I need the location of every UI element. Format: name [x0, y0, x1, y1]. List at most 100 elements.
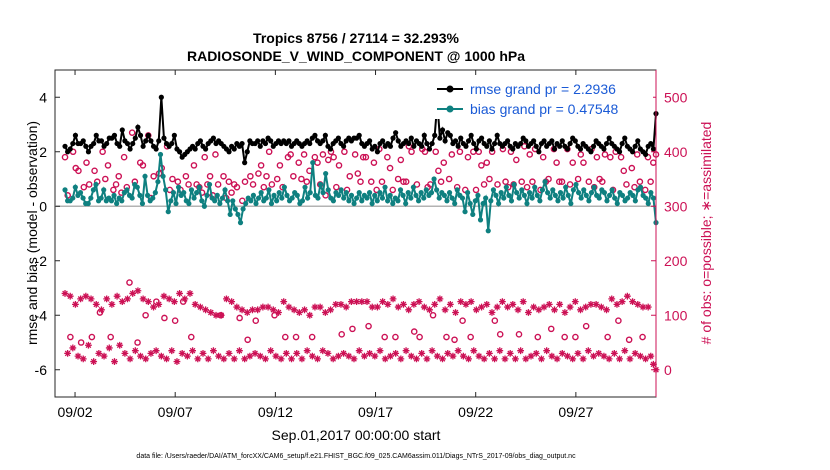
rmse-point	[419, 143, 425, 149]
assimilated-obs-point	[642, 355, 649, 363]
assimilated-obs-point	[410, 300, 418, 308]
rmse-point	[135, 124, 141, 130]
bias-point	[573, 181, 579, 188]
assimilated-obs-point	[256, 352, 264, 360]
possible-obs-point	[290, 172, 297, 180]
bias-point	[152, 190, 158, 196]
possible-obs-point	[534, 333, 542, 341]
possible-obs-point	[440, 159, 448, 166]
possible-obs-point	[394, 175, 402, 183]
bias-point	[488, 198, 494, 204]
assimilated-obs-point	[405, 306, 413, 314]
possible-obs-point	[467, 333, 474, 341]
possible-obs-point	[351, 151, 359, 158]
bias-point	[173, 200, 179, 207]
rmse-point	[390, 135, 396, 141]
assimilated-obs-point	[446, 300, 454, 308]
possible-obs-point	[99, 148, 106, 156]
bias-point	[444, 198, 450, 204]
bias-point	[609, 187, 615, 193]
possible-obs-point	[174, 178, 182, 186]
assimilated-obs-point	[285, 303, 293, 311]
assimilated-obs-point	[251, 350, 259, 357]
assimilated-obs-point	[420, 303, 428, 311]
bias-point	[366, 190, 373, 196]
bias-point	[227, 211, 233, 218]
bias-point	[570, 187, 577, 193]
assimilated-obs-point	[186, 290, 194, 297]
possible-obs-point	[319, 151, 327, 158]
assimilated-obs-point	[288, 355, 295, 363]
bias-point	[356, 190, 362, 196]
assimilated-obs-point	[592, 300, 600, 308]
possible-obs-point	[478, 162, 485, 169]
bias-point	[114, 200, 120, 207]
bias-point	[516, 195, 522, 201]
bias-point	[395, 198, 401, 204]
assimilated-obs-point	[379, 298, 387, 306]
rmse-point	[98, 138, 105, 144]
assimilated-obs-point	[436, 295, 444, 303]
bias-point	[168, 198, 174, 204]
bias-point	[575, 190, 582, 196]
possible-obs-point	[601, 151, 609, 158]
rmse-point	[70, 140, 76, 147]
bias-point	[374, 198, 380, 204]
assimilated-obs-point	[350, 355, 358, 363]
left-tick-label: 4	[39, 89, 47, 105]
rmse-point	[335, 135, 341, 141]
bias-point	[255, 195, 262, 201]
rmse-point	[642, 151, 649, 158]
bias-point	[462, 209, 468, 215]
possible-obs-point	[641, 186, 649, 194]
assimilated-obs-point	[181, 295, 189, 303]
right-tick-label: 500	[664, 89, 688, 105]
rmse-point	[439, 127, 446, 133]
possible-obs-point	[150, 172, 157, 180]
possible-obs-point	[120, 153, 128, 161]
possible-obs-point	[615, 317, 622, 325]
bias-point	[452, 200, 458, 207]
rmse-point	[210, 135, 217, 141]
bias-point	[534, 192, 540, 198]
assimilated-obs-point	[280, 298, 288, 306]
bias-point	[408, 195, 414, 201]
rmse-point	[226, 149, 232, 155]
assimilated-obs-point	[444, 350, 452, 357]
assimilated-obs-point	[394, 303, 402, 311]
assimilated-obs-point	[415, 298, 423, 306]
rmse-point	[622, 135, 628, 141]
rmse-point	[465, 138, 472, 144]
assimilated-obs-point	[340, 350, 347, 357]
bias-point	[199, 198, 205, 204]
bias-point	[222, 187, 228, 193]
possible-obs-point	[128, 129, 136, 136]
bias-point	[521, 192, 527, 198]
rmse-point	[127, 146, 133, 152]
bias-point	[485, 228, 491, 234]
possible-obs-point	[263, 172, 270, 180]
possible-obs-point	[593, 153, 601, 161]
rmse-point	[176, 149, 183, 155]
possible-obs-point	[582, 322, 590, 330]
possible-obs-point	[367, 178, 375, 186]
possible-obs-point	[241, 178, 249, 186]
possible-obs-point	[585, 178, 593, 186]
bias-point	[279, 195, 285, 201]
bias-point	[532, 184, 538, 190]
assimilated-obs-point	[121, 350, 129, 357]
right-tick-label: 400	[664, 144, 688, 160]
assimilated-obs-point	[582, 303, 590, 311]
rmse-point	[590, 143, 597, 149]
possible-obs-point	[354, 170, 362, 177]
assimilated-obs-point	[259, 303, 267, 311]
bias-point	[524, 200, 530, 207]
assimilated-obs-point	[150, 303, 157, 311]
assimilated-obs-point	[308, 352, 316, 360]
rmse-point	[320, 138, 326, 144]
bias-point	[119, 198, 125, 204]
possible-obs-markers	[61, 129, 660, 346]
bias-point	[472, 198, 478, 204]
rmse-point	[171, 132, 177, 138]
